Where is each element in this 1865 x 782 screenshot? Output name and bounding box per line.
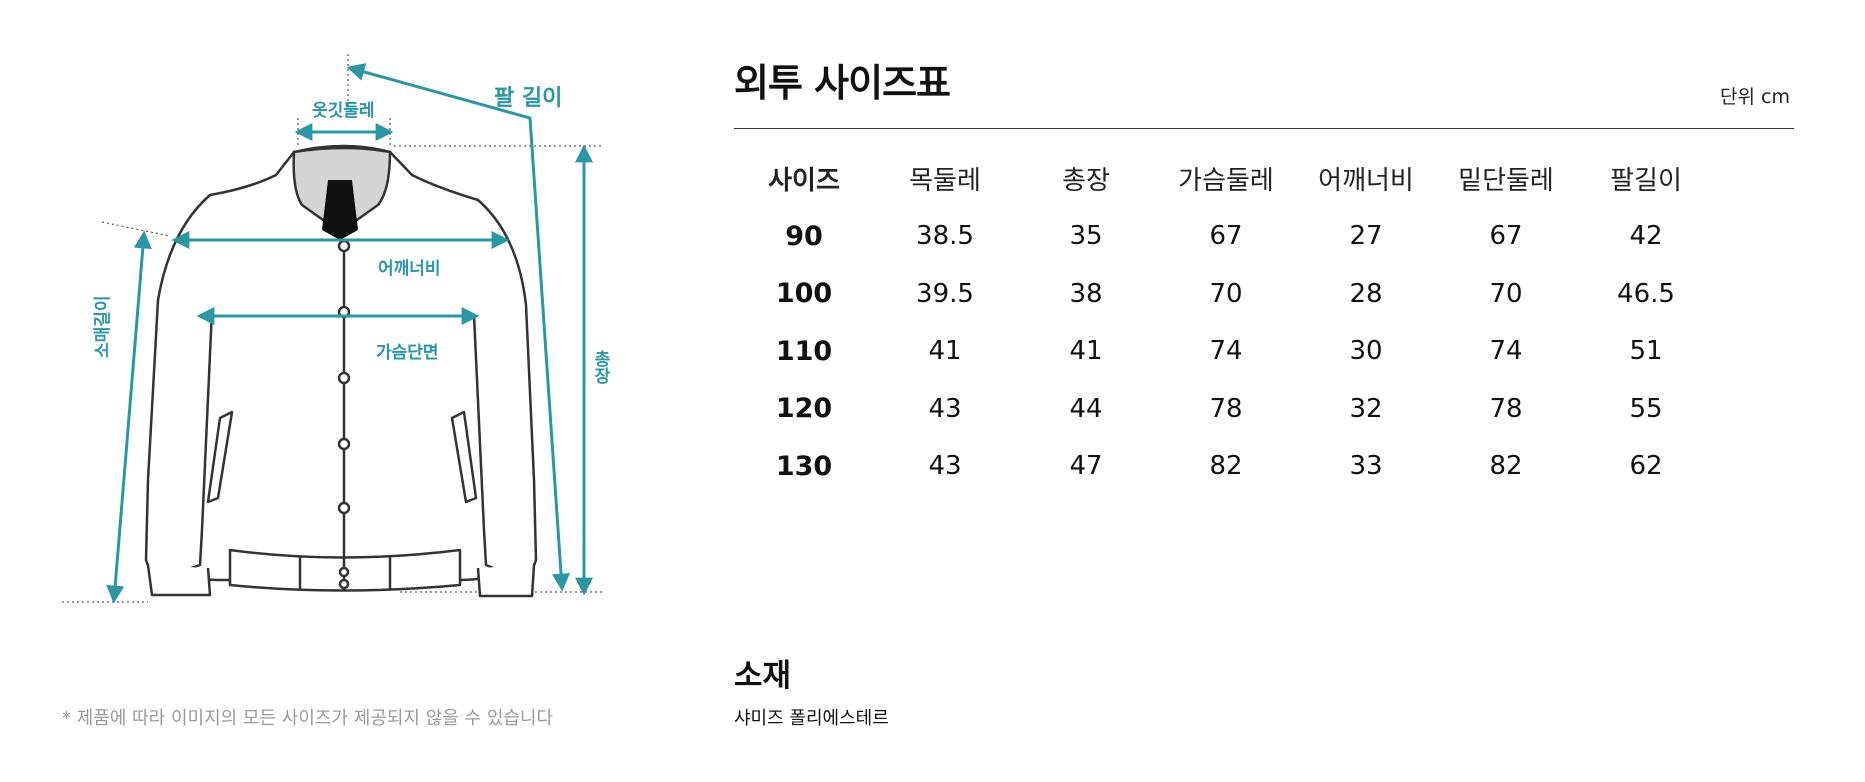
- title-divider: [734, 128, 1794, 129]
- table-cell: 120: [775, 393, 833, 425]
- jacket-illustration: [62, 54, 602, 604]
- table-cell: 70: [1489, 278, 1523, 309]
- table-cell: 62: [1629, 451, 1663, 482]
- table-cell: 38: [1069, 278, 1103, 309]
- table-header-row: 사이즈 목둘레 총장 가슴둘레 어깨너비 밑단둘레 팔길이: [734, 150, 1716, 208]
- table-row: 110 41 41 74 30 74 51: [734, 323, 1716, 381]
- table-cell: 30: [1349, 336, 1383, 367]
- table-cell: 74: [1209, 336, 1243, 367]
- table-cell: 100: [775, 278, 833, 310]
- unit-label: 단위 cm: [1720, 86, 1790, 108]
- chest-label: 가슴단면: [376, 343, 439, 363]
- collar-label: 옷깃둘레: [312, 101, 375, 121]
- disclaimer-text: * 제품에 따라 이미지의 모든 사이즈가 제공되지 않을 수 있습니다: [62, 708, 554, 729]
- table-cell: 33: [1349, 451, 1383, 482]
- table-cell: 28: [1349, 278, 1383, 309]
- sleeve-length-label: 소매길이: [93, 295, 113, 358]
- table-row: 130 43 47 82 33 82 62: [734, 438, 1716, 496]
- table-cell: 70: [1209, 278, 1243, 309]
- header-hem: 밑단둘레: [1458, 166, 1554, 197]
- table-cell: 43: [928, 393, 962, 424]
- table-cell: 82: [1489, 451, 1523, 482]
- header-neck: 목둘레: [909, 166, 981, 197]
- table-cell: 67: [1489, 221, 1523, 252]
- table-row: 90 38.5 35 67 27 67 42: [734, 208, 1716, 266]
- header-shoulder: 어깨너비: [1318, 166, 1414, 197]
- table-cell: 47: [1069, 451, 1103, 482]
- shoulder-label: 어깨너비: [378, 259, 441, 279]
- size-table: 사이즈 목둘레 총장 가슴둘레 어깨너비 밑단둘레 팔길이 90 38.5 35…: [734, 150, 1716, 495]
- table-cell: 27: [1349, 221, 1383, 252]
- header-arm: 팔길이: [1610, 166, 1682, 197]
- table-cell: 67: [1209, 221, 1243, 252]
- material-value: 샤미즈 폴리에스테르: [734, 708, 889, 729]
- total-length-label: 총장: [590, 350, 610, 384]
- table-cell: 43: [928, 451, 962, 482]
- table-cell: 35: [1069, 221, 1103, 252]
- table-cell: 90: [785, 220, 823, 252]
- jacket-size-diagram: 옷깃둘레 팔 길이 어깨너비 가슴단면 총장 소매길이: [40, 40, 640, 620]
- table-cell: 78: [1489, 393, 1523, 424]
- table-cell: 46.5: [1617, 278, 1675, 309]
- size-chart-title: 외투 사이즈표: [734, 61, 951, 105]
- table-cell: 110: [775, 335, 833, 367]
- material-title: 소재: [734, 658, 792, 694]
- table-cell: 78: [1209, 393, 1243, 424]
- table-cell: 74: [1489, 336, 1523, 367]
- arm-length-label: 팔 길이: [494, 86, 563, 111]
- table-cell: 130: [775, 450, 833, 482]
- table-cell: 44: [1069, 393, 1103, 424]
- table-cell: 55: [1629, 393, 1663, 424]
- table-cell: 51: [1629, 336, 1663, 367]
- table-cell: 32: [1349, 393, 1383, 424]
- table-row: 120 43 44 78 32 78 55: [734, 380, 1716, 438]
- header-length: 총장: [1062, 166, 1110, 197]
- table-cell: 41: [1069, 336, 1103, 367]
- header-size: 사이즈: [768, 166, 840, 197]
- table-row: 100 39.5 38 70 28 70 46.5: [734, 265, 1716, 323]
- table-cell: 82: [1209, 451, 1243, 482]
- header-chest: 가슴둘레: [1178, 166, 1274, 197]
- table-cell: 42: [1629, 221, 1663, 252]
- table-cell: 41: [928, 336, 962, 367]
- table-cell: 38.5: [916, 221, 974, 252]
- table-cell: 39.5: [916, 278, 974, 309]
